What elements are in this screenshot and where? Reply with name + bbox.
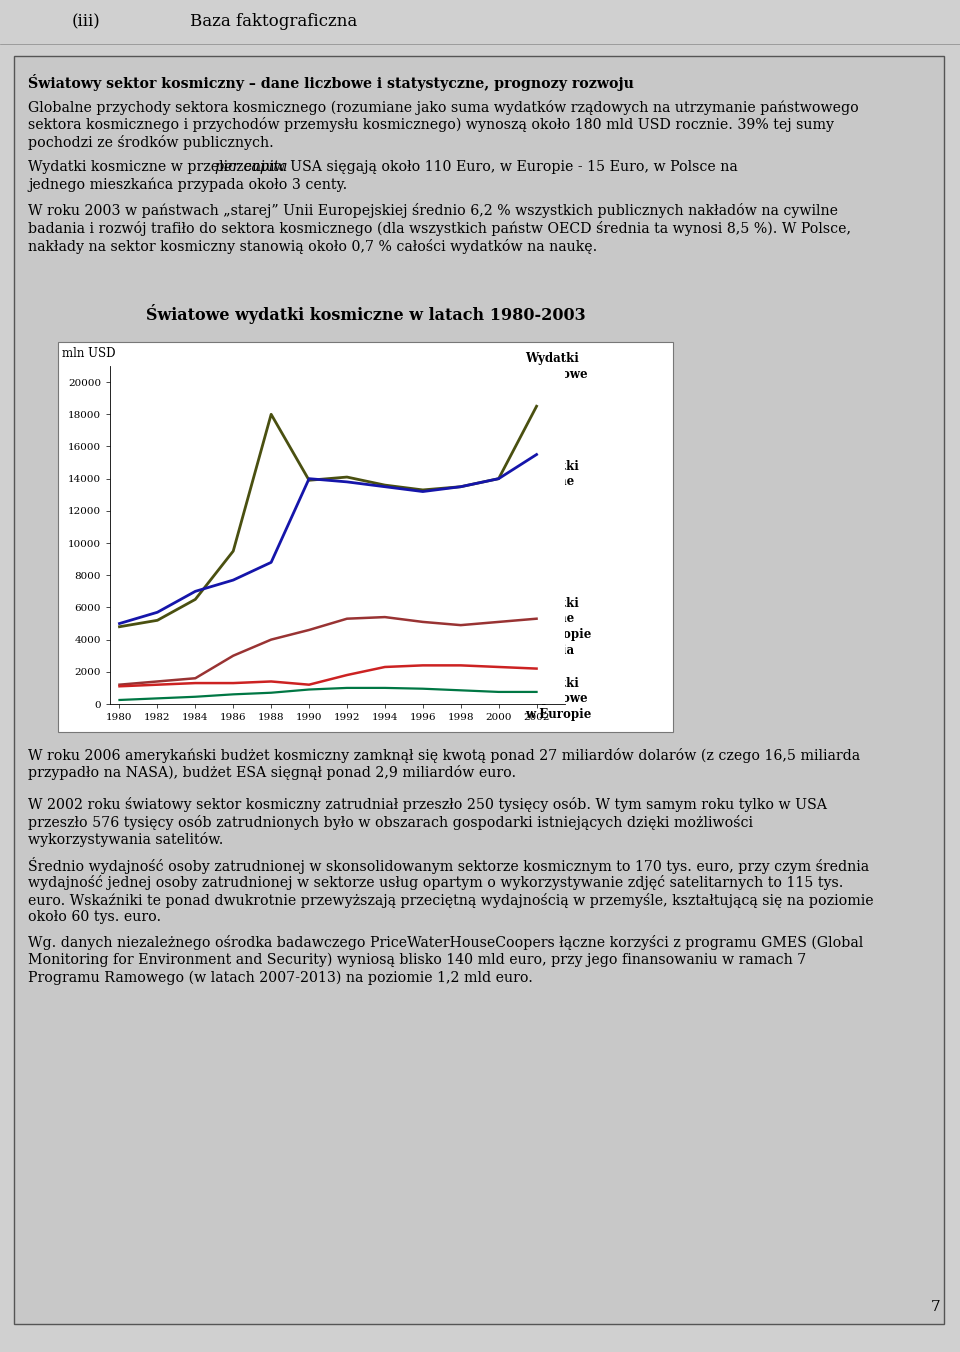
Text: Monitoring for Environment and Security) wyniosą blisko 140 mld euro, przy jego : Monitoring for Environment and Security)… — [28, 953, 806, 968]
Text: mln USD: mln USD — [62, 347, 115, 360]
Text: Światowe wydatki kosmiczne w latach 1980-2003: Światowe wydatki kosmiczne w latach 1980… — [146, 304, 586, 324]
Text: Globalne przychody sektora kosmicznego (rozumiane jako suma wydatków rządowych n: Globalne przychody sektora kosmicznego (… — [28, 100, 859, 115]
Text: nakłady na sektor kosmiczny stanowią około 0,7 % całości wydatków na naukę.: nakłady na sektor kosmiczny stanowią oko… — [28, 238, 597, 254]
Text: W roku 2006 amerykański budżet kosmiczny zamknął się kwotą ponad 27 miliardów do: W roku 2006 amerykański budżet kosmiczny… — [28, 748, 860, 763]
Text: euro. Wskaźniki te ponad dwukrotnie przewyższają przeciętną wydajnością w przemy: euro. Wskaźniki te ponad dwukrotnie prze… — [28, 892, 874, 907]
Text: Baza faktograficzna: Baza faktograficzna — [190, 14, 357, 31]
Text: Wydatki kosmiczne w przeliczeniu: Wydatki kosmiczne w przeliczeniu — [28, 161, 279, 174]
Text: Światowy sektor kosmiczny – dane liczbowe i statystyczne, prognozy rozwoju: Światowy sektor kosmiczny – dane liczbow… — [28, 74, 634, 91]
Text: (iii): (iii) — [72, 14, 101, 31]
Text: Średnio wydajność osoby zatrudnionej w skonsolidowanym sektorze kosmicznym to 17: Średnio wydajność osoby zatrudnionej w s… — [28, 857, 869, 875]
Text: Wydatki
cywilne
USA: Wydatki cywilne USA — [525, 460, 579, 503]
Text: około 60 tys. euro.: około 60 tys. euro. — [28, 910, 161, 923]
Text: Wg. danych niezależnego ośrodka badawczego PriceWaterHouseCoopers łączne korzyśc: Wg. danych niezależnego ośrodka badawcze… — [28, 936, 863, 950]
Text: Programu Ramowego (w latach 2007-2013) na poziomie 1,2 mld euro.: Programu Ramowego (w latach 2007-2013) n… — [28, 971, 533, 984]
Text: Wydatki
wojskowe
USA: Wydatki wojskowe USA — [525, 353, 588, 396]
Text: jednego mieszkańca przypada około 3 centy.: jednego mieszkańca przypada około 3 cent… — [28, 178, 348, 192]
Text: sektora kosmicznego i przychodów przemysłu kosmicznego) wynoszą około 180 mld US: sektora kosmicznego i przychodów przemys… — [28, 118, 834, 132]
Text: badania i rozwój trafiło do sektora kosmicznego (dla wszystkich państw OECD śred: badania i rozwój trafiło do sektora kosm… — [28, 220, 851, 237]
Text: Wydatki
wojskowe
w Europie: Wydatki wojskowe w Europie — [525, 676, 591, 721]
Text: W roku 2003 w państwach „starej” Unii Europejskiej średnio 6,2 % wszystkich publ: W roku 2003 w państwach „starej” Unii Eu… — [28, 204, 838, 219]
Text: W 2002 roku światowy sektor kosmiczny zatrudniał przeszło 250 tysięcy osób. W ty: W 2002 roku światowy sektor kosmiczny za… — [28, 796, 827, 813]
Text: wydajność jednej osoby zatrudnionej w sektorze usług opartym o wykorzystywanie z: wydajność jednej osoby zatrudnionej w se… — [28, 875, 844, 890]
Text: pochodzi ze środków publicznych.: pochodzi ze środków publicznych. — [28, 135, 274, 150]
Text: 7: 7 — [930, 1301, 940, 1314]
Text: Japonia: Japonia — [525, 644, 575, 657]
Text: per capita: per capita — [215, 161, 288, 174]
FancyBboxPatch shape — [58, 342, 673, 731]
Text: w USA sięgają około 110 Euro, w Europie - 15 Euro, w Polsce na: w USA sięgają około 110 Euro, w Europie … — [269, 161, 737, 174]
Text: Wydatki
cywilne
w Europie: Wydatki cywilne w Europie — [525, 596, 591, 641]
FancyBboxPatch shape — [14, 55, 944, 1324]
Text: przypadło na NASA), budżet ESA sięgnął ponad 2,9 miliardów euro.: przypadło na NASA), budżet ESA sięgnął p… — [28, 765, 516, 780]
Text: wykorzystywania satelitów.: wykorzystywania satelitów. — [28, 831, 224, 846]
Text: przeszło 576 tysięcy osób zatrudnionych było w obszarach gospodarki istniejących: przeszło 576 tysięcy osób zatrudnionych … — [28, 814, 753, 830]
